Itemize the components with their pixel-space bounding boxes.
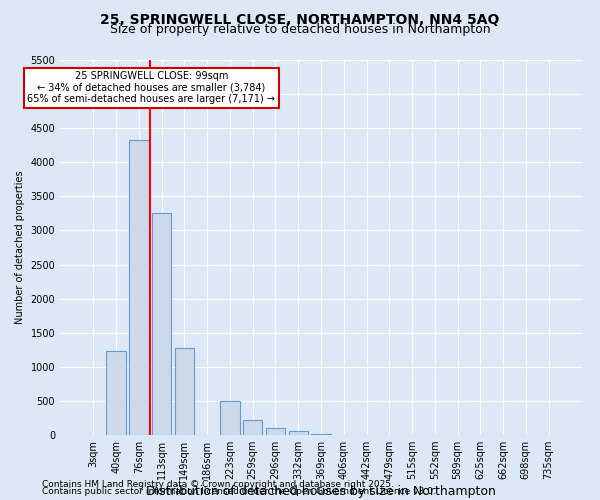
Bar bbox=[106, 351, 126, 435]
Bar bbox=[129, 140, 149, 435]
Bar bbox=[311, 434, 331, 435]
Text: 25 SPRINGWELL CLOSE: 99sqm
← 34% of detached houses are smaller (3,784)
65% of s: 25 SPRINGWELL CLOSE: 99sqm ← 34% of deta… bbox=[28, 71, 275, 104]
Y-axis label: Number of detached properties: Number of detached properties bbox=[15, 170, 25, 324]
Bar bbox=[220, 401, 239, 435]
Bar bbox=[266, 428, 285, 435]
Bar bbox=[152, 214, 172, 435]
Text: Size of property relative to detached houses in Northampton: Size of property relative to detached ho… bbox=[110, 22, 490, 36]
Bar bbox=[175, 348, 194, 435]
Text: Contains HM Land Registry data © Crown copyright and database right 2025.: Contains HM Land Registry data © Crown c… bbox=[42, 480, 394, 489]
Text: Contains public sector information licensed under the Open Government Licence v3: Contains public sector information licen… bbox=[42, 487, 436, 496]
Bar bbox=[243, 420, 262, 435]
Text: 25, SPRINGWELL CLOSE, NORTHAMPTON, NN4 5AQ: 25, SPRINGWELL CLOSE, NORTHAMPTON, NN4 5… bbox=[100, 12, 500, 26]
X-axis label: Distribution of detached houses by size in Northampton: Distribution of detached houses by size … bbox=[146, 485, 496, 498]
Bar bbox=[289, 431, 308, 435]
